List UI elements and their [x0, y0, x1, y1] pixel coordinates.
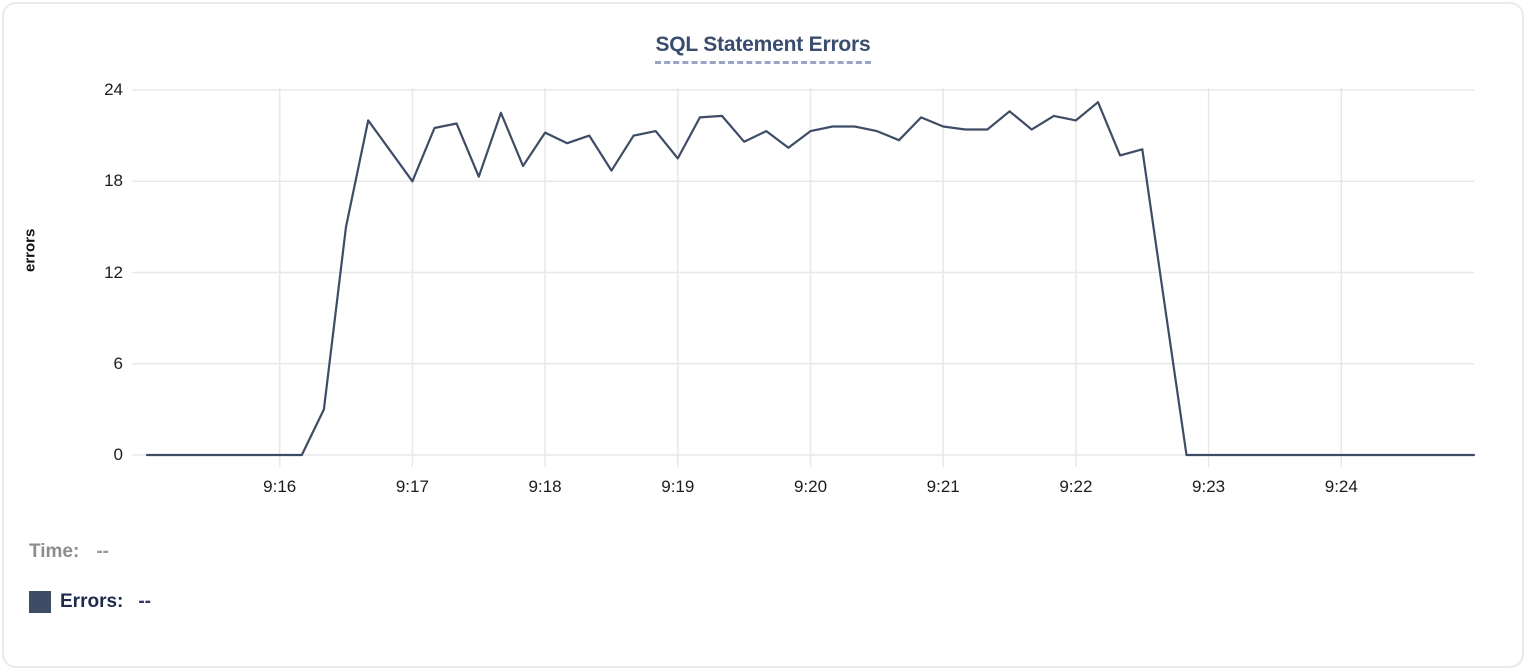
x-tick-label: 9:22 [1059, 477, 1093, 496]
chart-title[interactable]: SQL Statement Errors [655, 33, 871, 64]
y-tick-label: 24 [104, 80, 123, 99]
x-tick-label: 9:20 [793, 477, 828, 496]
x-tick-label: 9:16 [263, 477, 297, 496]
legend-errors-row[interactable]: Errors: -- [29, 590, 151, 614]
x-tick-label: 9:19 [661, 477, 695, 496]
y-axis-title: errors [21, 228, 39, 272]
errors-series-swatch-icon [29, 591, 51, 613]
y-tick-label: 6 [113, 353, 123, 373]
time-value: -- [96, 541, 109, 562]
x-tick-label: 9:18 [528, 477, 562, 496]
errors-series-line [145, 101, 1476, 457]
x-tick-label: 9:21 [926, 477, 960, 496]
chart-plot-area[interactable]: 0 6 12 18 24 9:16 9:17 9:18 9:19 9:20 9:21 9:22 9:23… [4, 4, 1528, 524]
y-tick-label: 0 [113, 445, 123, 464]
legend-time-row: Time: -- [29, 540, 151, 564]
y-tick-label: 12 [104, 262, 123, 282]
time-label: Time: [29, 541, 80, 562]
x-tick-label: 9:17 [395, 477, 429, 496]
x-tick-label: 9:23 [1192, 477, 1226, 496]
errors-value: -- [138, 591, 152, 612]
errors-label: Errors: [60, 591, 124, 612]
chart-header: SQL Statement Errors [4, 33, 1522, 64]
y-tick-label: 18 [104, 171, 123, 191]
chart-legend: Time: -- Errors: -- [29, 540, 151, 614]
errors-line-chart[interactable] [4, 4, 1528, 524]
x-tick-label: 9:24 [1324, 477, 1358, 496]
